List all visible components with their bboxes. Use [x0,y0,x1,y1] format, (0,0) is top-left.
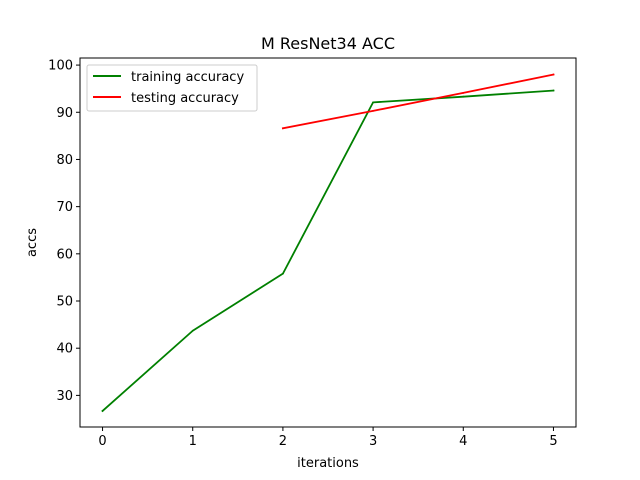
x-axis-label: iterations [297,456,359,471]
y-tick-label: 60 [56,247,73,262]
data-point-training-accuracy [101,410,104,412]
y-tick-label: 70 [56,200,73,215]
series-line-training-accuracy [101,89,555,413]
data-point-testing-accuracy [552,73,555,76]
legend-box [86,64,258,112]
data-point-training-accuracy [282,272,284,275]
x-tick-label: 3 [369,434,377,449]
x-tick-label: 1 [189,434,197,449]
data-point-training-accuracy [191,329,194,332]
x-tick-label: 2 [279,434,287,449]
data-point-training-accuracy [372,101,374,104]
data-point-testing-accuracy [372,109,374,112]
y-tick-label: 90 [56,106,73,121]
series-layer [101,73,555,413]
y-tick-label: 80 [56,153,73,168]
data-point-training-accuracy [462,95,465,98]
y-axis-ticks: 30 40 50 60 70 80 90 100 [48,59,80,404]
plot-area [79,57,577,428]
y-axis-label: accs [25,228,40,257]
y-tick-label: 40 [56,342,73,357]
chart-title: M ResNet34 ACC [261,34,395,53]
x-tick-label: 4 [459,434,467,449]
data-point-testing-accuracy [282,127,284,130]
x-axis-ticks: 0 1 2 3 4 5 [98,427,558,449]
y-tick-label: 100 [48,59,73,74]
data-point-training-accuracy [552,89,555,92]
data-point-testing-accuracy [462,92,465,94]
y-tick-label: 50 [56,295,73,310]
legend-label-testing: testing accuracy [131,91,239,106]
legend: training accuracy testing accuracy [86,64,258,112]
legend-label-training: training accuracy [131,70,244,85]
x-tick-label: 0 [98,434,106,449]
x-tick-label: 5 [549,434,557,449]
y-tick-label: 30 [56,389,73,404]
series-line-testing-accuracy [281,73,555,130]
